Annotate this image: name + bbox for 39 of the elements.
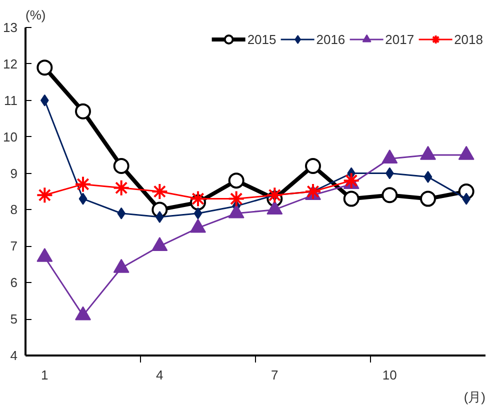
- y-tick-label: 6: [10, 275, 18, 290]
- point: [194, 207, 202, 220]
- y-tick-label: 12: [3, 56, 18, 72]
- point: [382, 187, 398, 204]
- x-tick-label: 1: [41, 368, 48, 382]
- point: [228, 172, 244, 189]
- point: [190, 190, 206, 208]
- point: [342, 172, 360, 190]
- y-tick-label: 9: [10, 166, 18, 181]
- y-axis-title: (%): [26, 8, 46, 22]
- point: [228, 190, 245, 208]
- point: [36, 60, 53, 76]
- point: [112, 179, 130, 196]
- point: [74, 176, 92, 193]
- y-tick-label: 4: [10, 348, 18, 363]
- x-axis-title: (月): [464, 390, 486, 404]
- point: [151, 183, 168, 200]
- y-tick-label: 13: [3, 20, 18, 35]
- y-tick-label: 5: [10, 312, 18, 327]
- y-tick-label: 7: [10, 238, 18, 254]
- y-tick-label: 10: [3, 129, 18, 144]
- point: [78, 192, 88, 205]
- legend-label: 2015: [247, 32, 276, 46]
- x-tick-label: 10: [382, 368, 397, 382]
- point: [420, 190, 436, 207]
- point: [36, 186, 54, 204]
- legend-label: 2016: [316, 32, 346, 46]
- y-tick-label: 11: [4, 92, 18, 108]
- point: [424, 170, 432, 183]
- point: [266, 186, 284, 204]
- point: [305, 158, 321, 174]
- x-tick-label: 7: [271, 368, 278, 382]
- legend-label: 2017: [385, 32, 414, 46]
- legend-label: 2018: [454, 32, 483, 46]
- point: [343, 190, 360, 207]
- point: [75, 103, 91, 120]
- x-tick-label: 4: [156, 368, 164, 382]
- point: [113, 158, 130, 174]
- y-tick-label: 8: [10, 202, 18, 218]
